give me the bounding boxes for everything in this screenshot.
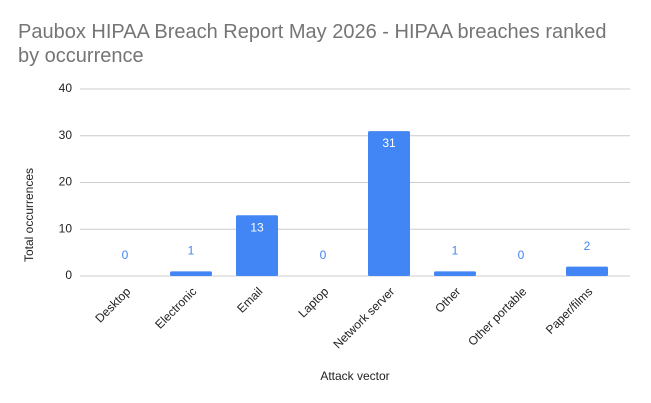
- value-label: 0: [320, 248, 327, 262]
- y-tick-label: 40: [59, 81, 73, 95]
- bar: [434, 271, 476, 276]
- value-label: 31: [382, 136, 396, 150]
- x-axis-title: Attack vector: [320, 369, 389, 383]
- y-tick-label: 10: [59, 221, 73, 235]
- bar: [368, 131, 410, 276]
- chart-title: Paubox HIPAA Breach Report May 2026 - HI…: [18, 21, 607, 67]
- x-tick-label: Other: [432, 284, 463, 315]
- x-tick-label: Laptop: [296, 284, 332, 320]
- bar: [236, 215, 278, 276]
- bar: [170, 271, 212, 276]
- value-label: 1: [188, 243, 195, 257]
- bar: [566, 266, 608, 276]
- value-label: 2: [584, 239, 591, 253]
- value-label: 1: [452, 243, 459, 257]
- y-axis-title: Total occurrences: [22, 168, 36, 262]
- x-tick-label: Desktop: [92, 284, 133, 325]
- value-label: 13: [250, 220, 264, 234]
- y-tick-label: 30: [59, 128, 73, 142]
- y-tick-label: 0: [65, 268, 72, 282]
- y-tick-label: 20: [59, 175, 73, 189]
- x-tick-label: Email: [234, 284, 265, 315]
- value-label: 0: [518, 248, 525, 262]
- x-tick-label: Electronic: [152, 284, 199, 331]
- x-tick-label: Other portable: [465, 284, 529, 348]
- x-tick-label: Paper/films: [543, 284, 595, 336]
- x-tick-label: Network server: [330, 284, 397, 351]
- value-label: 0: [122, 248, 129, 262]
